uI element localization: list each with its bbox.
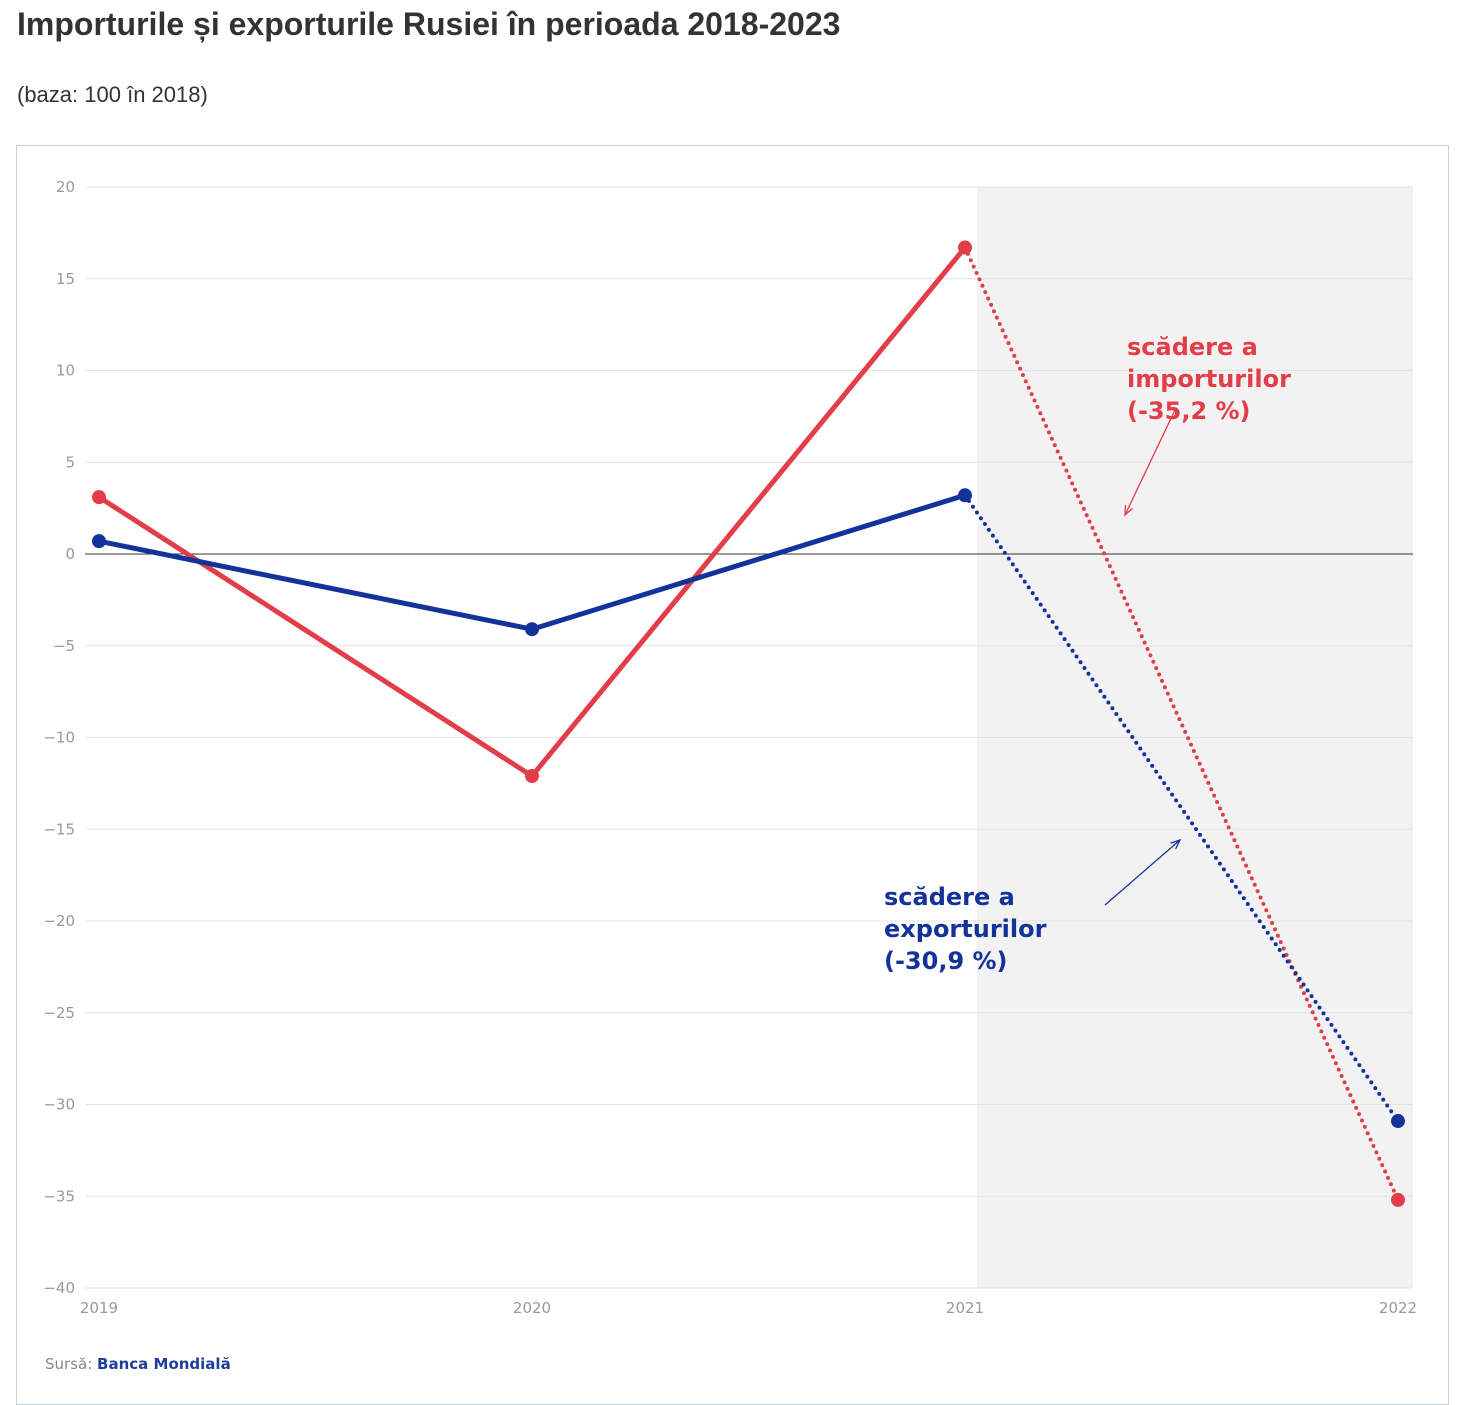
y-tick-label: −10 [43, 729, 75, 747]
x-tick-label: 2021 [946, 1299, 984, 1317]
chart-subtitle: (baza: 100 în 2018) [17, 82, 208, 107]
arrowhead-icon [1124, 504, 1133, 517]
exports-dotted-line [963, 493, 1400, 1124]
y-tick-label: −35 [43, 1187, 75, 1205]
y-tick-label: 0 [65, 545, 75, 563]
annotation-line: scădere a [884, 883, 1015, 911]
y-tick-label: −40 [43, 1279, 75, 1297]
source-link[interactable]: Banca Mondială [97, 1355, 231, 1373]
y-tick-label: −15 [43, 820, 75, 838]
y-tick-label: −5 [53, 637, 75, 655]
y-tick-label: 5 [65, 453, 75, 471]
arrowhead-icon [1170, 838, 1182, 850]
y-tick-label: 20 [56, 178, 75, 196]
imports-point [92, 490, 106, 505]
x-tick-label: 2022 [1379, 1299, 1417, 1317]
exports-annotation: scădere a exporturilor (-30,9 %) [884, 883, 1047, 975]
exports-line [98, 492, 966, 632]
annotation-line: scădere a [1127, 333, 1258, 361]
imports-line [97, 245, 967, 779]
imports-point [958, 240, 972, 255]
imports-point [525, 769, 539, 784]
y-tick-label: 10 [56, 362, 75, 380]
exports-point [525, 622, 539, 637]
y-tick-label: 15 [56, 270, 75, 288]
annotation-line: (-30,9 %) [884, 947, 1008, 975]
x-tick-label: 2019 [80, 1299, 118, 1317]
annotation-line: (-35,2 %) [1127, 397, 1251, 425]
y-tick-label: −30 [43, 1096, 75, 1114]
imports-dotted-line [963, 245, 1400, 1202]
y-tick-label: −20 [43, 912, 75, 930]
exports-point [958, 488, 972, 503]
exports-point [1391, 1114, 1405, 1129]
y-tick-label: −25 [43, 1004, 75, 1022]
annotation-line: exporturilor [884, 915, 1047, 943]
chart-title: Importurile și exporturile Rusiei în per… [17, 6, 841, 42]
source-note: Sursă: Banca Mondială [45, 1355, 231, 1373]
source-label: Sursă: [45, 1355, 93, 1373]
imports-annotation-arrow [1124, 409, 1176, 516]
exports-point [92, 534, 106, 549]
imports-annotation: scădere a importurilor (-35,2 %) [1127, 333, 1291, 425]
imports-point [1391, 1192, 1405, 1207]
annotation-line: importurilor [1127, 365, 1291, 393]
exports-annotation-arrow [1104, 839, 1181, 906]
x-tick-label: 2020 [513, 1299, 551, 1317]
